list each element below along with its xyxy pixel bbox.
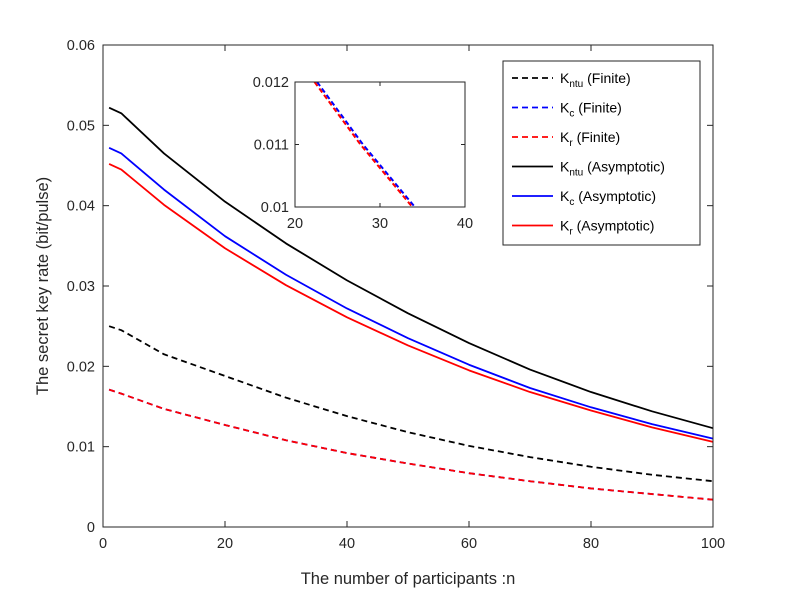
legend-label-base: K [560,218,570,234]
legend-label-suffix: (Finite) [573,129,620,145]
inset-y-tick-label-0: 0.01 [261,200,289,216]
legend-label-3: Kntu (Asymptotic) [560,159,665,179]
x-tick-label-3: 60 [461,536,477,552]
x-tick-label-4: 80 [583,536,599,552]
inset-x-tick-label-2: 40 [457,216,473,232]
main-axes: 0 20 40 60 80 100 0 0.01 0.02 0.03 0.04 0.05 0.06 [67,38,725,552]
x-axis-label: The number of participants :n [301,570,516,588]
legend-label-subscript: r [569,227,573,238]
legend-box [502,60,701,246]
legend-label-subscript: ntu [569,79,583,90]
series-line-4 [108,147,714,440]
legend-label-4: Kc (Asymptotic) [560,188,656,208]
inset-y-tick-label-1: 0.011 [254,138,289,154]
legend-label-suffix: (Asymptotic) [583,159,665,175]
series-line-0 [108,325,714,483]
y-tick-label-6: 0.06 [67,38,95,54]
y-tick-label-4: 0.04 [67,199,95,215]
legend-label-base: K [560,129,570,145]
legend-label-5: Kr (Asymptotic) [560,218,654,238]
y-tick-label-3: 0.03 [67,279,95,295]
inset-x-tick-label-0: 20 [287,216,303,232]
series-line-3 [108,106,714,430]
legend-label-subscript: r [569,138,573,149]
legend-label-subscript: c [569,197,574,208]
inset-plot: 20 30 40 0.01 0.011 0.012 [253,75,473,232]
legend-label-suffix: (Asymptotic) [573,218,655,234]
legend-label-suffix: (Asymptotic) [574,188,656,204]
y-tick-label-1: 0.01 [67,440,95,456]
legend-label-base: K [560,100,570,116]
series-line-2 [108,388,714,501]
x-tick-label-0: 0 [99,536,107,552]
y-tick-label-0: 0 [87,520,95,536]
x-tick-label-1: 20 [217,536,233,552]
y-axis-label: The secret key rate (bit/pulse) [34,177,52,395]
legend-label-0: Kntu (Finite) [560,70,631,90]
legend-label-suffix: (Finite) [583,70,630,86]
y-tick-label-5: 0.05 [67,118,95,134]
legend-label-base: K [560,159,570,175]
legend-label-2: Kr (Finite) [560,129,620,149]
legend-label-base: K [560,188,570,204]
inset-series-line-1 [313,82,414,207]
legend: Kntu (Finite)Kc (Finite)Kr (Finite)Kntu … [502,60,701,246]
x-tick-label-5: 100 [701,536,725,552]
legend-label-base: K [560,70,570,86]
inset-y-tick-label-2: 0.012 [253,75,289,91]
legend-label-subscript: c [569,109,574,120]
inset-background [295,82,465,207]
inset-x-tick-label-1: 30 [372,216,388,232]
series-layer [108,106,714,501]
x-tick-label-2: 40 [339,536,355,552]
series-line-5 [108,163,714,443]
legend-label-1: Kc (Finite) [560,100,622,120]
legend-label-suffix: (Finite) [574,100,621,116]
legend-label-subscript: ntu [569,168,583,179]
inset-series-line-0 [316,82,416,207]
y-tick-label-2: 0.02 [67,359,95,375]
